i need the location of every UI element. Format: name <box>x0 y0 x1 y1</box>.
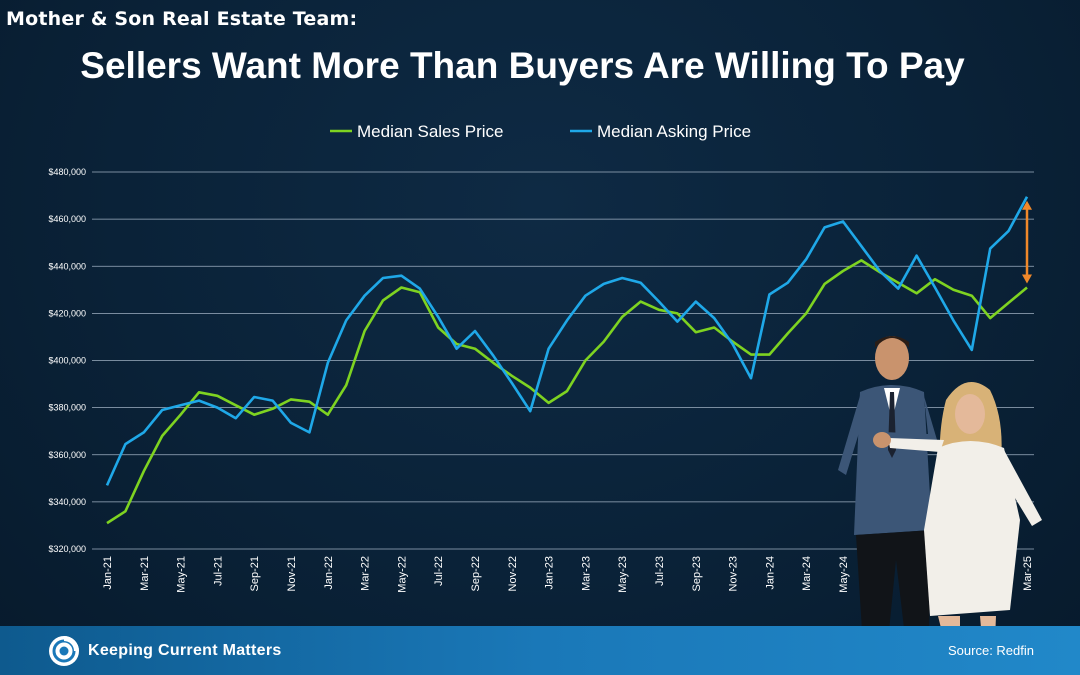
kcm-brand-text: Keeping Current Matters <box>88 642 282 659</box>
y-tick-label: $360,000 <box>48 450 86 460</box>
x-tick-label: Sep-21 <box>249 556 261 591</box>
y-tick-label: $460,000 <box>48 214 86 224</box>
x-tick-label: May-21 <box>176 556 188 593</box>
x-tick-label: Mar-25 <box>1022 556 1034 591</box>
x-tick-label: May-23 <box>617 556 629 593</box>
x-tick-label: Jan-22 <box>323 556 335 590</box>
x-tick-label: Mar-24 <box>801 556 813 591</box>
agents-photo <box>838 336 1042 664</box>
x-tick-label: Jan-24 <box>764 556 776 590</box>
chart-series <box>105 196 1029 525</box>
x-tick-label: Mar-22 <box>360 556 372 591</box>
agent-man-figure <box>838 336 940 662</box>
x-tick-label: Nov-22 <box>507 556 519 591</box>
x-tick-label: Jan-23 <box>544 556 556 590</box>
legend-label-asking: Median Asking Price <box>597 122 751 141</box>
x-tick-label: May-24 <box>838 556 850 593</box>
y-tick-label: $440,000 <box>48 261 86 271</box>
y-tick-label: $340,000 <box>48 497 86 507</box>
legend-label-sales: Median Sales Price <box>357 122 503 141</box>
x-tick-label: Sep-22 <box>470 556 482 591</box>
source-label: Source: Redfin <box>948 643 1034 658</box>
y-tick-label: $400,000 <box>48 356 86 366</box>
y-tick-label: $380,000 <box>48 403 86 413</box>
x-tick-label: Mar-21 <box>139 556 151 591</box>
x-tick-label: Nov-23 <box>728 556 740 591</box>
gap-arrow-head-bottom <box>1022 274 1032 284</box>
x-tick-label: Jan-21 <box>102 556 114 590</box>
series-line-asking <box>105 196 1029 486</box>
kcm-logo-icon <box>49 636 79 666</box>
y-tick-label: $420,000 <box>48 308 86 318</box>
y-axis: $320,000 $340,000 $360,000 $380,000 $400,000… <box>48 167 86 554</box>
x-tick-label: Jul-22 <box>433 556 445 586</box>
x-tick-label: Nov-21 <box>286 556 298 591</box>
x-tick-label: Jul-21 <box>212 556 224 586</box>
agent-woman-figure <box>873 382 1042 664</box>
x-tick-label: Mar-23 <box>580 556 592 591</box>
y-tick-label: $480,000 <box>48 167 86 177</box>
gap-arrow-head-top <box>1022 200 1032 210</box>
series-line-sales <box>106 259 1028 525</box>
team-label: Mother & Son Real Estate Team: <box>6 8 358 30</box>
x-tick-label: Sep-23 <box>691 556 703 591</box>
page-title: Sellers Want More Than Buyers Are Willin… <box>80 45 965 86</box>
footer-bar: Keeping Current Matters Source: Redfin <box>0 626 1080 675</box>
y-tick-label: $320,000 <box>48 544 86 554</box>
price-gap-arrow <box>1022 200 1032 284</box>
chart-legend: Median Sales Price Median Asking Price <box>330 122 751 141</box>
x-tick-label: Jul-23 <box>654 556 666 586</box>
x-tick-label: May-22 <box>396 556 408 593</box>
